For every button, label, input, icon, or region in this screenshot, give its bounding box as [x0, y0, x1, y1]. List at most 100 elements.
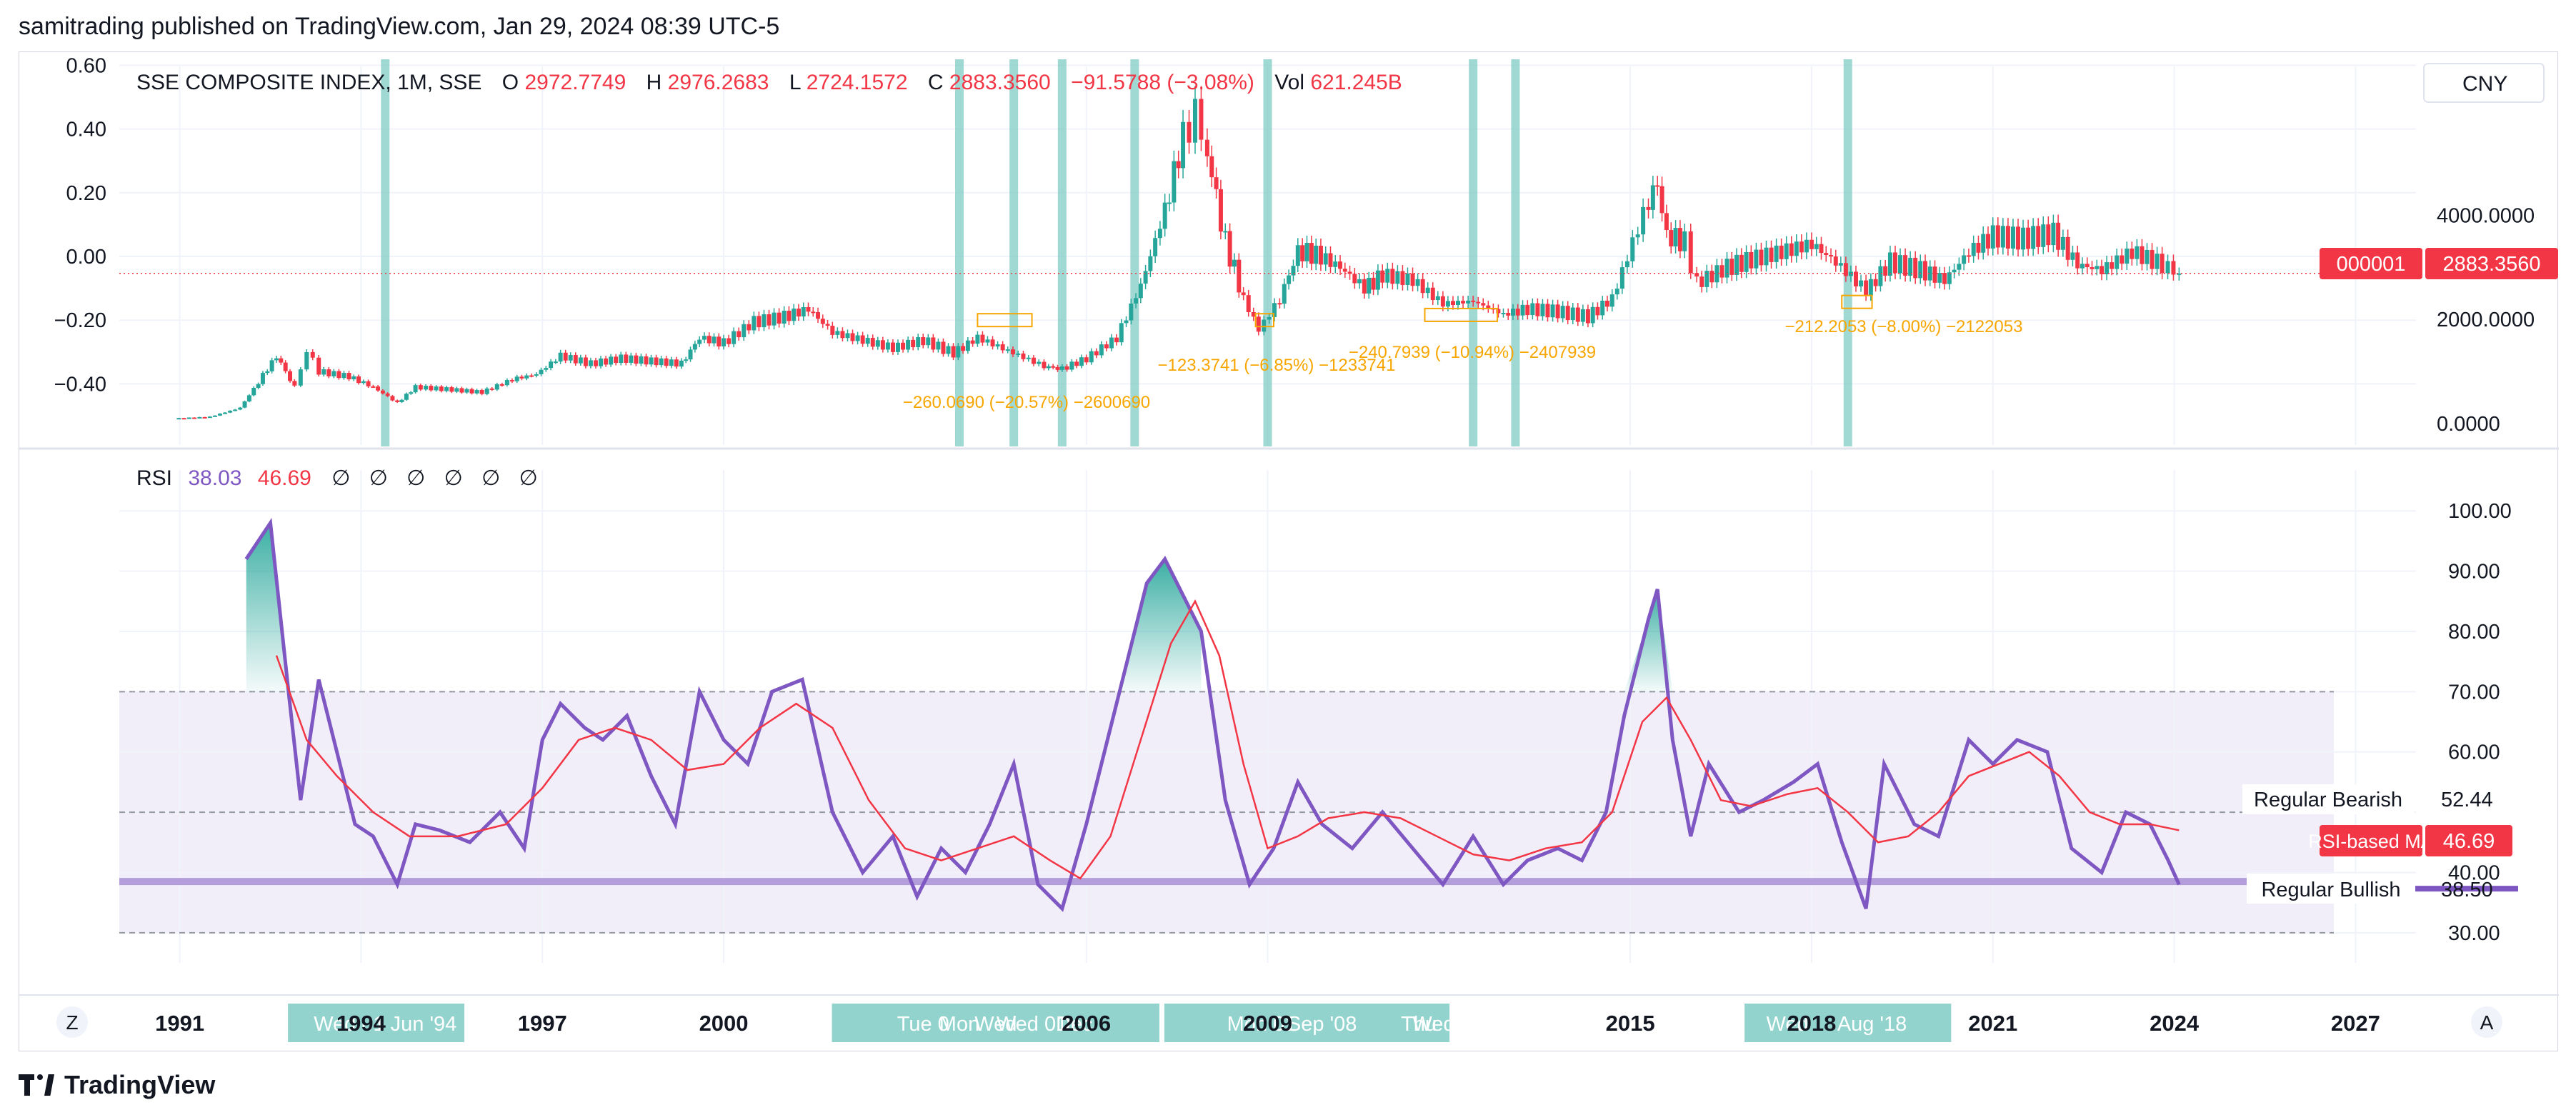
svg-text:SSE COMPOSITE INDEX, 1M, SSE: SSE COMPOSITE INDEX, 1M, SSE O 2972.7749…: [136, 71, 1402, 94]
candle-body: [1084, 357, 1089, 363]
rsi-legend-placeholder: ∅: [331, 466, 350, 490]
candle-body: [464, 389, 469, 393]
candle-body: [1688, 231, 1693, 274]
candle-body: [2160, 254, 2165, 274]
candle-body: [1575, 307, 1580, 322]
rsi-ma-tag: RSI-based MA 46.69: [2308, 825, 2512, 856]
measure-label-2004: −260.0690 (−20.57%) −2600690: [903, 393, 1150, 412]
candle-body: [644, 356, 649, 365]
candle-body: [1580, 309, 1585, 322]
candle-body: [1181, 121, 1186, 169]
legend-high-label: H: [647, 71, 662, 94]
candle-body: [1947, 272, 1952, 284]
candle-body: [1099, 344, 1104, 356]
candle-body: [1995, 225, 2000, 248]
candle-body: [1282, 284, 1287, 304]
candle-body: [801, 306, 806, 317]
candle-body: [176, 418, 181, 420]
candle-body: [1883, 266, 1888, 276]
candle-body: [2060, 236, 2065, 250]
candle-body: [629, 355, 634, 363]
candle-body: [336, 371, 341, 379]
candle-body: [825, 324, 830, 326]
measure-box: [977, 313, 1033, 328]
candle-body: [747, 324, 752, 331]
candle-body: [1277, 303, 1282, 305]
candle-body: [1291, 266, 1296, 276]
divergence-band: [1057, 59, 1067, 446]
candle-body: [951, 346, 956, 358]
candle-body: [1570, 307, 1575, 321]
price-pane[interactable]: 0.0000 2000.0000 4000.0000 0.60 0.40 0.20 0.00…: [19, 54, 2559, 450]
candle-body: [1223, 231, 1228, 233]
candle-body: [1486, 305, 1491, 309]
candle-body: [1430, 287, 1435, 301]
candle-body: [1134, 298, 1139, 304]
time-highlight: [1744, 1004, 1952, 1042]
tradingview-logo[interactable]: TradingView: [19, 1070, 215, 1100]
candle-body: [1535, 303, 1540, 316]
candle-body: [1461, 301, 1466, 304]
candle-body: [1466, 300, 1471, 304]
measure-box: [1254, 313, 1274, 328]
candle-body: [454, 388, 459, 392]
candle-body: [980, 334, 985, 343]
chart-canvas[interactable]: 0.0000 2000.0000 4000.0000 0.60 0.40 0.20 0.00…: [19, 52, 2559, 1052]
candle-body: [1172, 161, 1177, 203]
candle-body: [995, 344, 1000, 347]
candle-body: [588, 360, 593, 366]
rsi-axis-label: 80.00: [2448, 621, 2500, 644]
divergence-band: [1511, 59, 1520, 446]
candle-body: [1005, 349, 1010, 351]
candle-body: [1824, 253, 1829, 256]
legend-volume-value: 621.245B: [1310, 71, 1402, 94]
candle-body: [207, 416, 212, 419]
candle-body: [1380, 270, 1385, 283]
z-button[interactable]: Z: [56, 1006, 88, 1038]
candle-body: [1966, 255, 1971, 257]
candle-body: [568, 355, 573, 361]
candle-body: [1659, 186, 1664, 214]
price-tag-symbol: 000001: [2337, 253, 2406, 276]
rsi-pane[interactable]: 30.00 40.00 60.00 70.00 80.00 90.00 100.00: [119, 470, 2518, 963]
candle-body: [1932, 266, 1937, 283]
candle-body: [1267, 316, 1272, 320]
candle-body: [1167, 202, 1172, 204]
candle-body: [2065, 236, 2070, 260]
candle-body: [1501, 313, 1506, 315]
candle-body: [1119, 323, 1124, 343]
rsi-legend-value: 38.03: [188, 466, 241, 490]
a-button[interactable]: A: [2471, 1006, 2502, 1038]
candle-body: [1069, 361, 1074, 370]
chart-container[interactable]: 0.0000 2000.0000 4000.0000 0.60 0.40 0.20 0.00…: [19, 51, 2559, 1052]
candle-body: [2041, 224, 2046, 247]
candle-body: [1971, 242, 1976, 256]
candle-body: [1739, 254, 1744, 272]
legend-volume-label: Vol: [1274, 71, 1304, 94]
candle-body: [1192, 99, 1197, 143]
candle-body: [1385, 269, 1390, 283]
candle-body: [1838, 263, 1843, 266]
candle-body: [1420, 279, 1425, 294]
candle-body: [1371, 277, 1376, 290]
time-axis-label: 2018: [1787, 1011, 1836, 1036]
candle-body: [1333, 261, 1338, 267]
candle-body: [1375, 270, 1380, 290]
candle-body: [767, 314, 772, 326]
candle-body: [2036, 226, 2041, 247]
candle-body: [1764, 247, 1769, 266]
candle-body: [228, 411, 233, 413]
time-axis-label: 2027: [2331, 1011, 2380, 1036]
candle-body: [890, 342, 895, 352]
candle-body: [1699, 276, 1704, 287]
candle-body: [1833, 256, 1838, 266]
candle-body: [1143, 271, 1148, 284]
candle-body: [1630, 237, 1635, 261]
candle-body: [1759, 249, 1764, 266]
currency-button[interactable]: CNY: [2423, 63, 2545, 103]
candle-body: [1218, 189, 1223, 232]
candle-body: [1976, 242, 1981, 253]
candle-body: [356, 376, 361, 384]
candle-body: [1829, 255, 1834, 257]
